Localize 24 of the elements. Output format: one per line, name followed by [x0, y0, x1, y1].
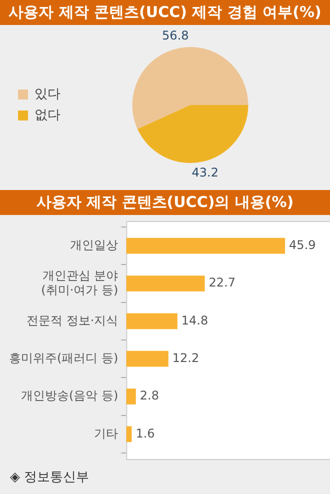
bar — [126, 350, 168, 367]
data-label: 56.8 — [162, 28, 189, 43]
y-tick-label: 개인방송(음악 등) — [20, 388, 118, 403]
text: ◈ 정보통신부 — [10, 469, 90, 486]
y-tick-label: 전문적 정보·지식 — [26, 313, 118, 328]
legend-label: 있다 — [34, 86, 60, 102]
y-tick-label: 흥미위주(패러디 등) — [8, 350, 118, 365]
bar — [126, 313, 178, 330]
y-tick-label: 개인관심 분야 (취미·여가 등) — [41, 268, 118, 297]
y-tick-label: 기타 — [94, 426, 118, 440]
data-label: 14.8 — [181, 313, 208, 328]
bar — [126, 388, 136, 404]
data-label: 22.7 — [208, 276, 236, 290]
bar — [126, 238, 286, 254]
chart-title: 사용자 제작 콘텐츠(UCC)의 내용(%) — [0, 190, 330, 215]
y-tick-label: 개인일상 — [70, 238, 118, 252]
legend-label: 없다 — [34, 108, 60, 123]
data-label: 2.8 — [140, 388, 159, 403]
data-label: 45.9 — [289, 238, 316, 252]
data-label: 1.6 — [136, 426, 155, 440]
data-label: 12.2 — [172, 350, 200, 365]
data-label: 43.2 — [192, 166, 218, 180]
chart-title: 사용자 제작 콘텐츠(UCC) 제작 경험 여부(%) — [0, 0, 330, 25]
bar — [126, 276, 205, 292]
